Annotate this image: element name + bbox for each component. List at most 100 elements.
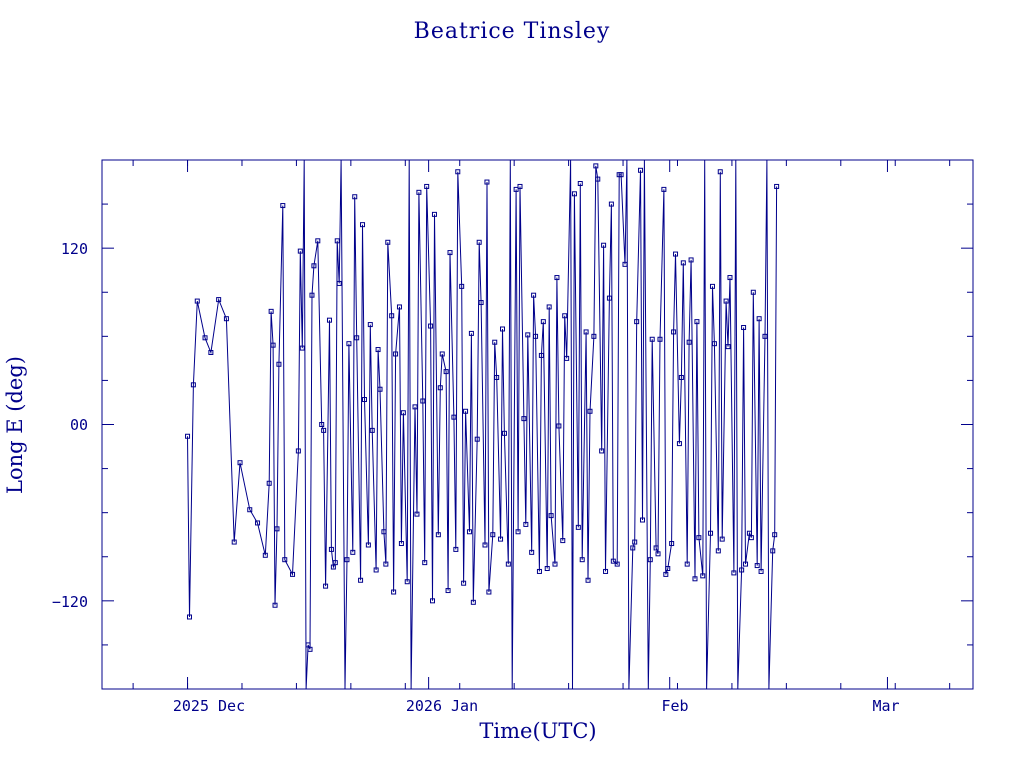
data-point-marker: [270, 342, 276, 348]
data-point-marker: [470, 599, 476, 605]
y-axis-label: Long E (deg): [3, 356, 27, 494]
data-point-marker: [389, 313, 395, 319]
data-point-marker: [416, 189, 422, 195]
data-point-marker: [603, 568, 609, 574]
data-point-marker: [482, 542, 488, 548]
data-point-marker: [280, 203, 286, 209]
data-point-marker: [575, 524, 581, 530]
data-point-marker: [307, 646, 313, 652]
data-point-marker: [373, 567, 379, 573]
data-point-marker: [655, 551, 661, 557]
data-point-marker: [208, 349, 214, 355]
data-point-marker: [474, 436, 480, 442]
data-point-marker: [383, 561, 389, 567]
data-point-marker: [599, 448, 605, 454]
data-point-marker: [552, 561, 558, 567]
y-tick-label-0: 00: [70, 416, 88, 434]
data-point-marker: [754, 563, 760, 569]
data-point-marker: [739, 567, 745, 573]
data-point-marker: [546, 304, 552, 310]
data-point-marker: [468, 330, 474, 336]
data-point-marker: [531, 292, 537, 298]
data-point-marker: [709, 283, 715, 289]
data-point-marker: [608, 201, 614, 207]
data-point-marker: [328, 546, 334, 552]
data-point-marker: [560, 538, 566, 544]
data-point-marker: [618, 172, 624, 178]
data-point-marker: [381, 529, 387, 535]
data-point-marker: [490, 532, 496, 538]
data-point-marker: [696, 535, 702, 541]
data-point-marker: [700, 573, 706, 579]
data-point-marker: [717, 169, 723, 175]
data-point-marker: [525, 332, 531, 338]
data-point-marker: [661, 186, 667, 192]
data-point-marker: [466, 529, 472, 535]
data-point-marker: [676, 441, 682, 447]
data-point-marker: [523, 521, 529, 527]
data-point-marker: [190, 382, 196, 388]
data-point-marker: [719, 536, 725, 542]
data-point-marker: [665, 566, 671, 572]
data-point-marker: [194, 298, 200, 304]
data-point-marker: [420, 398, 426, 404]
data-point-marker: [634, 319, 640, 325]
data-point-marker: [309, 292, 315, 298]
data-point-marker: [725, 344, 731, 350]
data-point-marker: [319, 422, 325, 427]
y-axis-ticks: [102, 203, 973, 646]
data-point-marker: [505, 561, 511, 567]
data-point-marker: [360, 222, 366, 228]
data-point-marker: [326, 317, 332, 323]
data-point-marker: [562, 313, 568, 319]
data-point-marker: [671, 329, 677, 335]
x-axis-ticks: [132, 160, 951, 689]
data-point-marker: [678, 374, 684, 380]
data-point-marker: [391, 589, 397, 595]
y-tick-label-120: 120: [61, 240, 88, 258]
data-point-marker: [762, 333, 768, 339]
data-point-marker: [521, 416, 527, 422]
data-point-marker: [708, 530, 714, 536]
data-point-marker: [268, 308, 274, 314]
data-point-marker: [647, 557, 653, 563]
data-point-marker: [694, 319, 700, 325]
data-point-marker: [315, 238, 321, 244]
data-point-marker: [741, 325, 747, 331]
data-point-marker: [262, 552, 268, 558]
data-point-marker: [451, 414, 457, 420]
data-point-marker: [365, 542, 371, 548]
data-point-marker: [297, 248, 303, 254]
data-point-marker: [727, 275, 733, 281]
data-point-marker: [533, 333, 539, 339]
data-point-marker: [684, 561, 690, 567]
data-point-marker: [686, 339, 692, 345]
data-point-marker: [731, 570, 737, 576]
data-point-marker: [422, 560, 428, 566]
data-point-marker: [715, 548, 721, 554]
data-point-marker: [272, 602, 278, 608]
data-point-marker: [756, 316, 762, 322]
data-point-marker: [494, 374, 500, 380]
x-tick-label-dec: 2025 Dec: [173, 697, 245, 715]
data-point-marker: [377, 386, 383, 392]
data-point-marker: [445, 588, 451, 594]
data-point-marker: [323, 583, 329, 589]
data-point-marker: [571, 191, 577, 197]
data-point-marker: [577, 181, 583, 187]
x-tick-label-mar: Mar: [872, 697, 899, 715]
data-point-marker: [443, 369, 449, 375]
data-point-marker: [544, 566, 550, 572]
data-point-marker: [498, 536, 504, 542]
data-point-marker: [461, 580, 467, 586]
data-point-marker: [758, 568, 764, 574]
data-point-marker: [649, 336, 655, 342]
data-point-marker: [354, 335, 360, 341]
data-point-marker: [639, 517, 645, 523]
data-point-marker: [463, 408, 469, 414]
data-point-marker: [274, 526, 280, 532]
data-point-marker: [484, 179, 490, 185]
data-point-marker: [564, 355, 570, 361]
data-point-marker: [669, 541, 675, 547]
